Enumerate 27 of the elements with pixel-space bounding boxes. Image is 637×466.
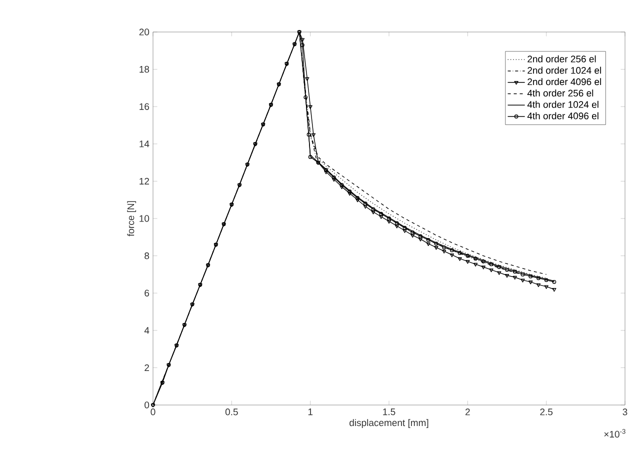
x-tick-label: 0.5: [225, 408, 238, 416]
y-tick-label: 4: [144, 327, 150, 334]
y-tick-label: 10: [140, 215, 150, 222]
y-tick-label: 14: [140, 140, 150, 148]
legend-label: 4th order 256 el: [527, 90, 594, 97]
x-axis-title: displacement [mm]: [350, 419, 428, 428]
x-tick-label: 1: [308, 408, 313, 416]
y-tick-label: 18: [140, 66, 150, 73]
x-tick-label: 3: [622, 408, 628, 416]
legend-label: 2nd order 4096 el: [528, 78, 601, 86]
y-tick-label: 0: [144, 402, 150, 408]
y-axis-title: force [N]: [127, 201, 136, 236]
legend-label: 4th order 4096 el: [527, 112, 598, 120]
legend-label: 2nd order 256 el: [528, 55, 596, 62]
legend-label: 2nd order 1024 el: [528, 66, 601, 74]
x-tick-label: 1.5: [383, 408, 396, 416]
x-tick-label: 0: [150, 408, 156, 416]
y-tick-label: 8: [144, 252, 150, 260]
y-tick-label: 20: [139, 28, 150, 36]
x-tick-label: 2: [466, 408, 470, 416]
y-tick-label: 6: [144, 290, 150, 296]
legend-label: 4th order 1024 el: [527, 100, 598, 108]
y-tick-label: 2: [144, 364, 149, 372]
y-tick-label: 16: [140, 103, 150, 110]
text: ×10$^{-3}$: [604, 429, 626, 438]
y-tick-label: 12: [140, 178, 149, 185]
x-tick-label: 2.5: [540, 408, 553, 416]
